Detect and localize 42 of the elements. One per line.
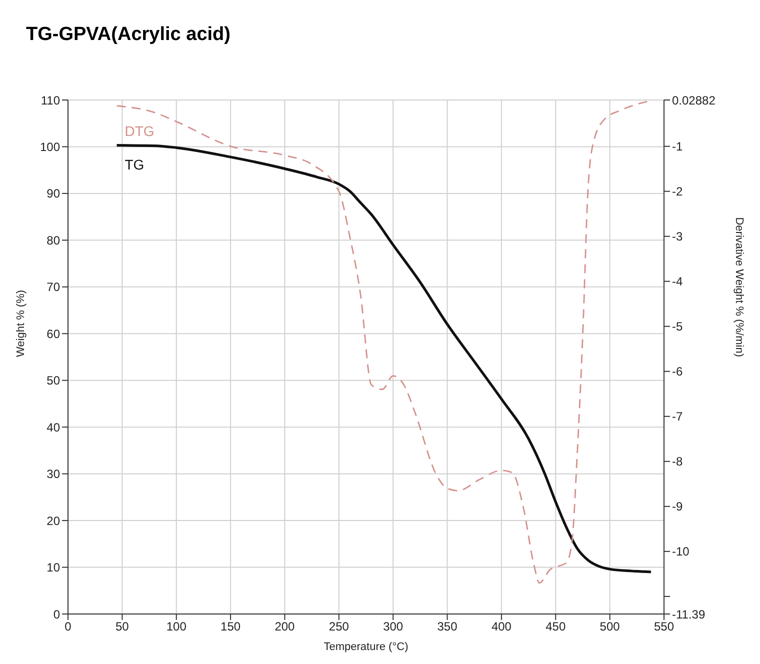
y2-axis-title: Derivative Weight % (%/min) (733, 217, 746, 357)
y-tick-label: 30 (46, 467, 60, 482)
y-axis-title: Weight % (%) (14, 290, 27, 357)
x-tick-label: 350 (437, 620, 458, 634)
y-tick-label: 110 (40, 93, 60, 108)
x-axis-title: Temperature (°C) (324, 641, 408, 653)
y-tick-label: 90 (46, 186, 60, 201)
y2-tick-label: -8 (672, 454, 683, 469)
series-label: TG (124, 156, 144, 172)
y2-tick-label: -1 (672, 140, 683, 154)
x-tick-label: 50 (116, 620, 130, 634)
y2-tick-label: -9 (672, 500, 683, 514)
series-label: DTG (124, 122, 154, 139)
y2-tick-label: -3 (672, 230, 683, 244)
x-tick-label: 100 (166, 620, 187, 634)
y-tick-label: 40 (46, 420, 60, 434)
y2-tick-label: -5 (672, 320, 683, 334)
y2-tick-label: -11.39 (672, 607, 706, 622)
y-tick-label: 70 (46, 280, 60, 294)
x-tick-label: 0 (64, 620, 72, 634)
y2-tick-label: -10 (672, 544, 690, 559)
y-tick-label: 50 (46, 374, 60, 388)
y2-tick-label: -6 (672, 364, 683, 379)
y-tick-label: 0 (53, 607, 60, 622)
x-tick-label: 200 (274, 620, 296, 634)
y-tick-label: 100 (40, 140, 60, 154)
y-tick-label: 60 (46, 326, 60, 341)
y-tick-label: 20 (46, 514, 60, 528)
y-tick-label: 10 (46, 560, 60, 575)
x-tick-label: 500 (600, 620, 620, 634)
y2-tick-label: -7 (672, 410, 683, 424)
x-tick-label: 400 (491, 620, 512, 634)
y2-tick-label: -4 (672, 274, 683, 289)
y2-tick-label: -2 (672, 184, 683, 199)
x-tick-label: 150 (220, 620, 241, 634)
y-tick-label: 80 (46, 233, 60, 248)
y2-tick-label: 0.02882 (672, 93, 716, 108)
x-tick-label: 250 (328, 620, 350, 634)
x-tick-label: 550 (654, 620, 674, 634)
chart-title: TG-GPVA(Acrylic acid) (25, 23, 232, 47)
x-tick-label: 450 (546, 620, 566, 634)
x-tick-label: 300 (383, 620, 404, 634)
